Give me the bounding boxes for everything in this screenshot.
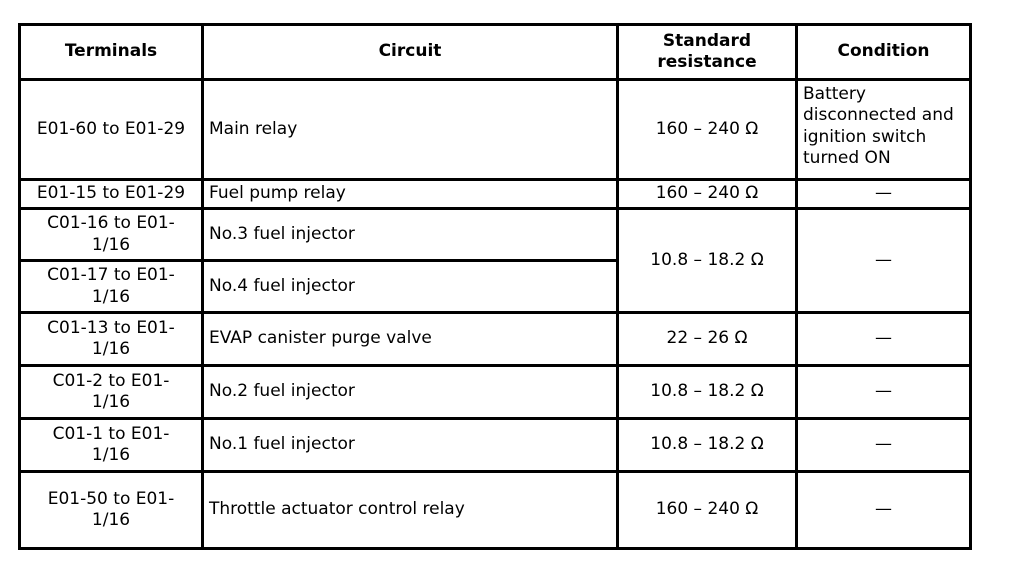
resistance-cell: 160 – 240 Ω [616, 470, 798, 550]
resistance-cell: 22 – 26 Ω [616, 311, 798, 367]
terminals-cell: E01-50 to E01-1/16 [18, 470, 204, 550]
terminals-cell: C01-1 to E01-1/16 [18, 417, 204, 473]
column-header-terminals: Terminals [18, 23, 204, 81]
table-row: E01-50 to E01-1/16 Throttle actuator con… [18, 470, 972, 550]
resistance-cell: 160 – 240 Ω [616, 78, 798, 181]
terminals-cell: E01-15 to E01-29 [18, 178, 204, 210]
resistance-cell: 10.8 – 18.2 Ω [616, 417, 798, 473]
circuit-cell: EVAP canister purge valve [201, 311, 619, 367]
resistance-cell: 160 – 240 Ω [616, 178, 798, 210]
table-row: C01-2 to E01-1/16 No.2 fuel injector 10.… [18, 364, 972, 420]
column-header-circuit: Circuit [201, 23, 619, 81]
terminals-cell: C01-2 to E01-1/16 [18, 364, 204, 420]
table-row: C01-16 to E01-1/16 No.3 fuel injector 10… [18, 207, 972, 314]
condition-cell: — [795, 417, 972, 473]
condition-cell-merged: — [795, 207, 972, 314]
table-row: C01-17 to E01-1/16 No.4 fuel injector [18, 259, 971, 314]
condition-cell: — [795, 364, 972, 420]
condition-cell: Battery disconnected and ignition switch… [795, 78, 972, 181]
circuit-cell: No.2 fuel injector [201, 364, 619, 420]
terminals-cell: C01-16 to E01-1/16 [18, 207, 204, 262]
circuit-cell: No.4 fuel injector [201, 259, 619, 314]
table-row: E01-60 to E01-29 Main relay 160 – 240 Ω … [18, 78, 972, 181]
circuit-cell: Fuel pump relay [201, 178, 619, 210]
condition-cell: — [795, 311, 972, 367]
condition-cell: — [795, 178, 972, 210]
terminals-cell: C01-13 to E01-1/16 [18, 311, 204, 367]
circuit-cell: No.3 fuel injector [201, 207, 619, 262]
circuit-cell: Throttle actuator control relay [201, 470, 619, 550]
table-row: E01-15 to E01-29 Fuel pump relay 160 – 2… [18, 178, 972, 210]
resistance-cell: 10.8 – 18.2 Ω [616, 364, 798, 420]
circuit-cell: No.1 fuel injector [201, 417, 619, 473]
table-header-row: Terminals Circuit Standard resistance Co… [18, 23, 972, 81]
table-row: C01-1 to E01-1/16 No.1 fuel injector 10.… [18, 417, 972, 473]
column-header-standard-resistance: Standard resistance [616, 23, 798, 81]
column-header-condition: Condition [795, 23, 972, 81]
resistance-cell-merged: 10.8 – 18.2 Ω [616, 207, 798, 314]
terminals-cell: C01-17 to E01-1/16 [18, 259, 204, 314]
condition-cell: — [795, 470, 972, 550]
table-row: C01-13 to E01-1/16 EVAP canister purge v… [18, 311, 972, 367]
terminals-cell: E01-60 to E01-29 [18, 78, 204, 181]
resistance-spec-table: Terminals Circuit Standard resistance Co… [18, 23, 972, 550]
circuit-cell: Main relay [201, 78, 619, 181]
